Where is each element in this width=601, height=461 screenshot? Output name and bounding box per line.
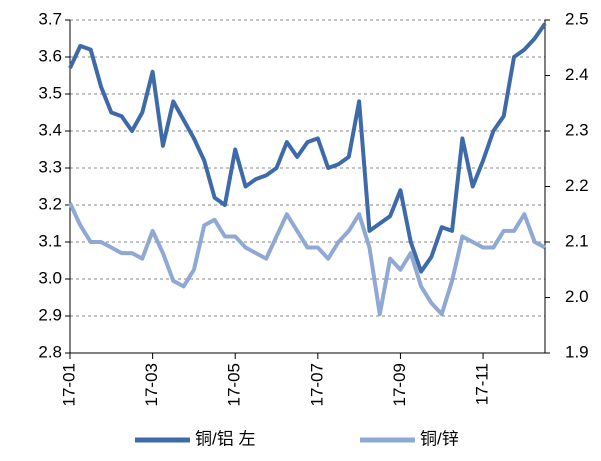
y2-tick-label: 2.2 [565, 176, 589, 195]
x-tick-label: 17-11 [473, 363, 492, 405]
y-tick-label: 3.6 [38, 46, 62, 65]
y-tick-label: 3.5 [38, 83, 62, 102]
y2-tick-label: 2.4 [565, 65, 589, 84]
y-tick-label: 3.0 [38, 268, 62, 287]
x-tick-label: 17-05 [225, 363, 244, 406]
x-tick-label: 17-07 [307, 363, 326, 406]
y2-tick-label: 2.0 [565, 287, 589, 306]
y-tick-label: 3.3 [38, 157, 62, 176]
legend-label: 铜/铝 左 [195, 429, 255, 448]
y-tick-label: 2.9 [38, 305, 62, 324]
y-tick-label: 2.8 [38, 342, 62, 361]
y-tick-label: 3.7 [38, 9, 62, 28]
y2-tick-label: 2.3 [565, 120, 589, 139]
y-tick-label: 3.4 [38, 120, 62, 139]
series-line [68, 22, 547, 274]
x-tick-label: 17-09 [390, 363, 409, 406]
y2-tick-label: 1.9 [565, 342, 589, 361]
legend-label: 铜/锌 [420, 429, 459, 448]
x-tick-label: 17-03 [142, 363, 161, 406]
y-tick-label: 3.1 [38, 231, 62, 250]
y2-tick-label: 2.5 [565, 9, 589, 28]
y2-tick-label: 2.1 [565, 231, 589, 250]
x-tick-label: 17-01 [59, 363, 78, 406]
series-line [68, 202, 546, 317]
y-tick-label: 3.2 [38, 194, 62, 213]
